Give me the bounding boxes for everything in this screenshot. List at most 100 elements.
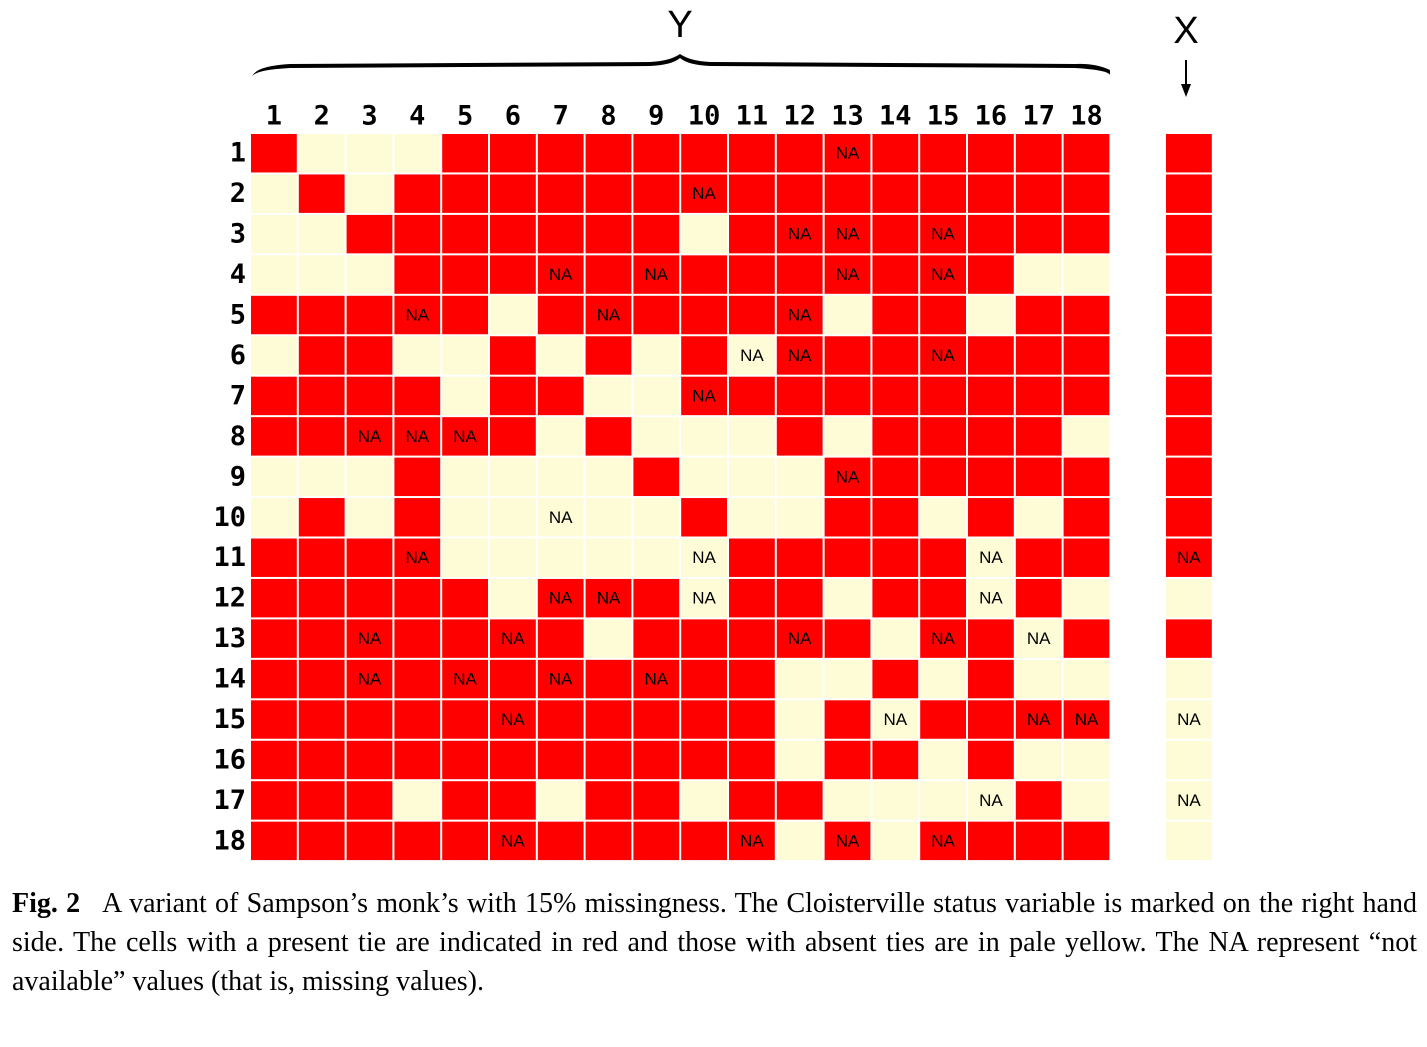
cell xyxy=(633,214,680,254)
cell xyxy=(729,134,775,173)
cell xyxy=(585,740,632,780)
cell xyxy=(872,457,919,497)
na-label: NA xyxy=(931,831,955,850)
cell xyxy=(1015,659,1062,699)
cell xyxy=(1015,174,1062,213)
column-label: 16 xyxy=(975,101,1008,132)
cell xyxy=(1166,255,1212,294)
column-label: 15 xyxy=(927,101,960,132)
cell xyxy=(776,781,823,820)
cell xyxy=(968,821,1014,861)
cell xyxy=(729,821,775,861)
cell xyxy=(920,781,966,820)
na-label: NA xyxy=(931,225,955,244)
cell xyxy=(298,134,345,173)
cell xyxy=(729,255,775,294)
na-label: NA xyxy=(979,589,1003,608)
cell xyxy=(298,457,345,497)
na-label: NA xyxy=(836,265,860,284)
cell xyxy=(298,821,345,861)
column-label: 9 xyxy=(648,101,664,132)
cell xyxy=(681,659,727,699)
cell xyxy=(394,498,441,537)
cell xyxy=(585,214,632,254)
cell xyxy=(537,619,584,658)
cell xyxy=(776,134,823,173)
cell xyxy=(442,214,488,254)
column-label: 17 xyxy=(1022,101,1055,132)
cell xyxy=(585,417,632,456)
cell xyxy=(776,740,823,780)
cell xyxy=(681,174,727,213)
cell xyxy=(298,659,345,699)
cell xyxy=(442,417,488,456)
na-label: NA xyxy=(692,184,716,203)
cell xyxy=(537,417,584,456)
cell xyxy=(251,134,297,173)
cell xyxy=(920,174,966,213)
cell xyxy=(298,255,345,294)
y-label: Y xyxy=(667,4,692,46)
cell xyxy=(251,619,297,658)
row-label: 14 xyxy=(213,664,246,695)
cell xyxy=(633,538,680,577)
cell xyxy=(968,214,1014,254)
cell xyxy=(729,619,775,658)
cell xyxy=(394,700,441,739)
cell xyxy=(776,578,823,618)
cell xyxy=(633,821,680,861)
row-label: 16 xyxy=(213,744,246,775)
cell xyxy=(633,174,680,213)
cell xyxy=(1015,214,1062,254)
na-label: NA xyxy=(836,467,860,486)
na-label: NA xyxy=(597,589,621,608)
cell xyxy=(681,700,727,739)
cell xyxy=(681,417,727,456)
cell xyxy=(681,214,727,254)
column-label: 8 xyxy=(600,101,616,132)
na-label: NA xyxy=(979,791,1003,810)
cell xyxy=(1063,457,1110,497)
cell xyxy=(1015,538,1062,577)
cell xyxy=(346,376,393,416)
cell xyxy=(729,659,775,699)
cell xyxy=(1063,659,1110,699)
cell xyxy=(346,457,393,497)
na-label: NA xyxy=(549,508,573,527)
cell xyxy=(824,700,871,739)
cell xyxy=(968,498,1014,537)
cell xyxy=(1063,336,1110,375)
cell xyxy=(920,134,966,173)
na-label: NA xyxy=(1177,548,1201,567)
cell xyxy=(442,295,488,335)
na-label: NA xyxy=(1027,629,1051,648)
cell xyxy=(490,457,536,497)
cell xyxy=(442,457,488,497)
cell xyxy=(872,498,919,537)
cell xyxy=(729,700,775,739)
cell xyxy=(681,336,727,375)
cell xyxy=(729,498,775,537)
cell xyxy=(442,619,488,658)
cell xyxy=(681,821,727,861)
cell xyxy=(1166,174,1212,213)
cell xyxy=(490,821,536,861)
cell xyxy=(442,498,488,537)
cell xyxy=(824,174,871,213)
na-label: NA xyxy=(788,346,812,365)
cell xyxy=(442,821,488,861)
row-label: 10 xyxy=(213,502,246,533)
na-label: NA xyxy=(931,346,955,365)
cell xyxy=(1166,295,1212,335)
cell xyxy=(394,578,441,618)
cell xyxy=(1063,781,1110,820)
cell xyxy=(1166,336,1212,375)
cell xyxy=(920,700,966,739)
cell xyxy=(681,255,727,294)
cell xyxy=(490,578,536,618)
cell xyxy=(1015,457,1062,497)
cell xyxy=(1063,538,1110,577)
na-label: NA xyxy=(644,670,668,689)
cell xyxy=(394,174,441,213)
row-label: 12 xyxy=(213,583,246,614)
